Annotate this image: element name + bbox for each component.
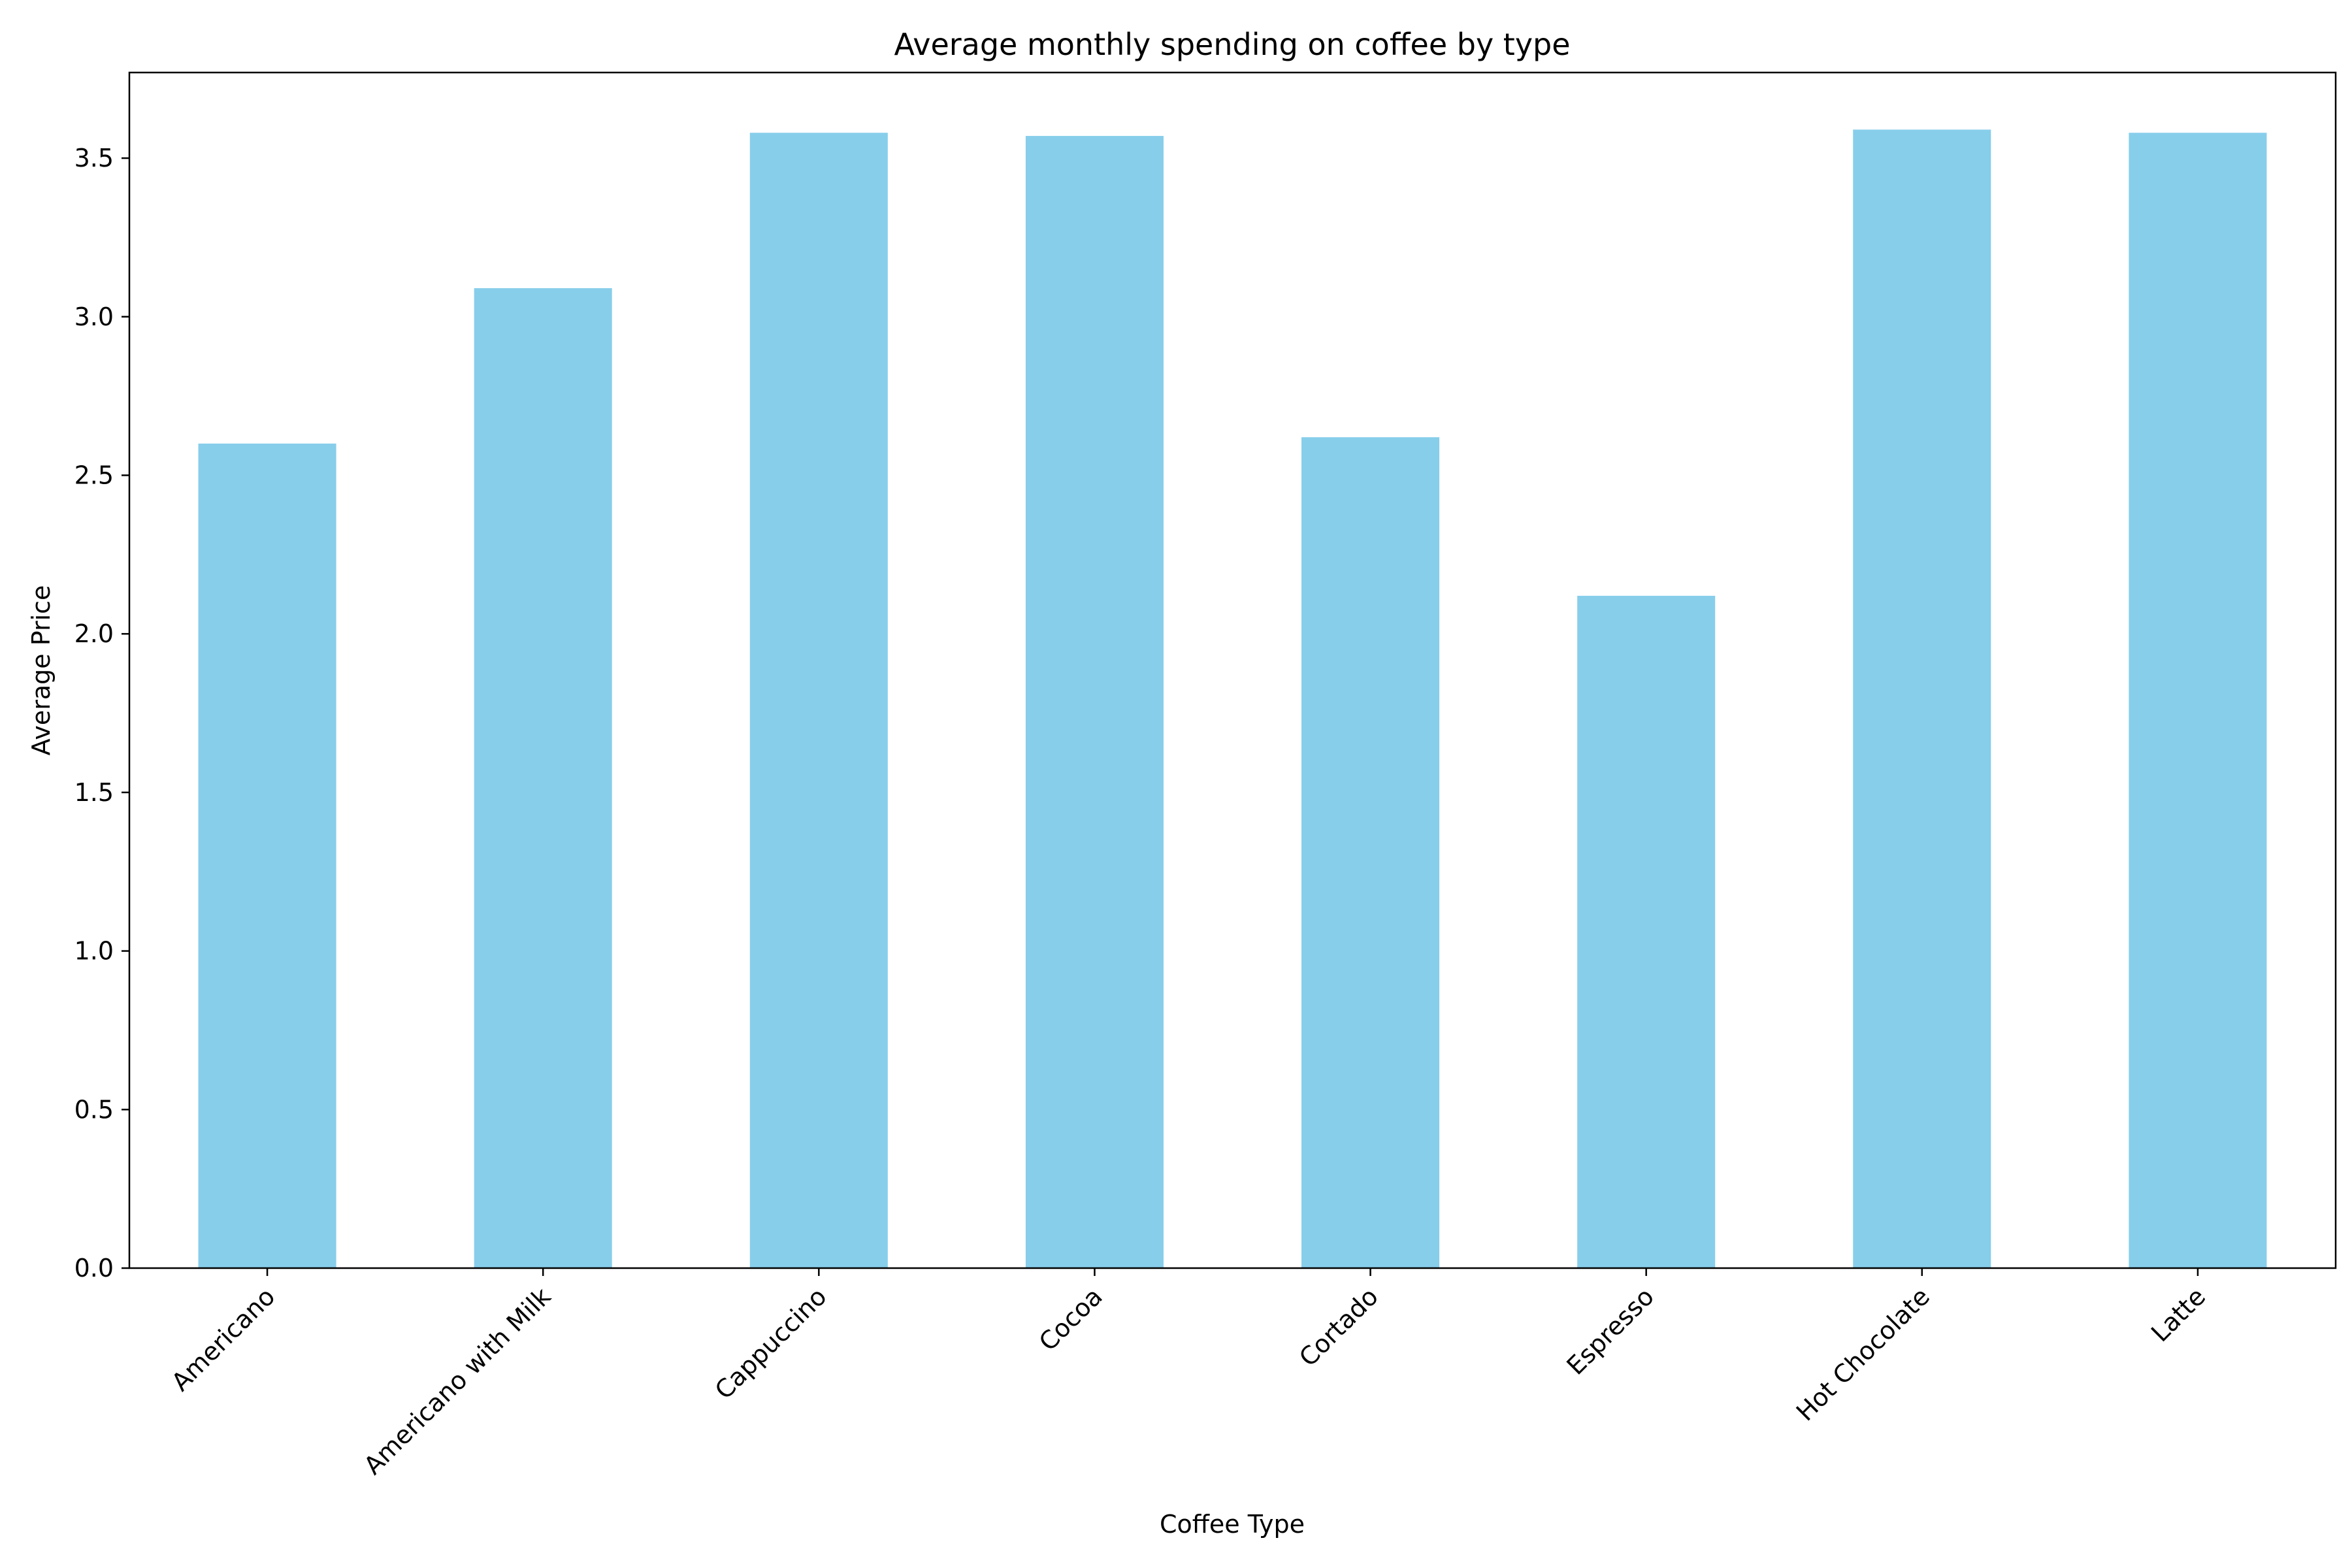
chart-title: Average monthly spending on coffee by ty… [894,27,1570,62]
y-tick-label: 0.5 [74,1095,114,1124]
x-tick-label-cappuccino: Cappuccino [710,1282,832,1405]
x-tick-label-cocoa: Cocoa [1034,1282,1108,1356]
x-tick-label-americano-with-milk: Americano with Milk [358,1282,556,1480]
bar-cappuccino [749,133,888,1268]
y-tick-label: 3.5 [74,144,114,172]
y-axis: 0.0 0.5 1.0 1.5 2.0 2.5 3.0 3.5 [74,144,129,1282]
bar-americano-with-milk [474,288,612,1268]
y-tick-label: 1.5 [74,778,114,807]
y-tick-label: 1.0 [74,937,114,966]
bar-espresso [1577,595,1716,1268]
x-tick-label-hot-chocolate: Hot Chocolate [1791,1282,1935,1426]
bar-latte [2129,133,2267,1268]
plot-frame [128,71,2337,1269]
y-tick-label: 3.0 [74,302,114,331]
x-axis: Americano Americano with Milk Cappuccino Co… [166,1268,2211,1480]
x-tick-label-latte: Latte [2146,1282,2211,1347]
bars-group [198,129,2267,1268]
x-tick-label-cortado: Cortado [1294,1282,1384,1372]
x-axis-label: Coffee Type [1160,1510,1305,1539]
x-tick-label-espresso: Espresso [1561,1282,1659,1380]
bar-hot-chocolate [1853,129,1991,1268]
y-tick-label: 2.5 [74,461,114,489]
bar-cortado [1301,437,1440,1268]
bar-americano [198,443,336,1268]
y-axis-label: Average Price [27,585,56,756]
y-tick-label: 0.0 [74,1254,114,1282]
y-tick-label: 2.0 [74,619,114,648]
bar-cocoa [1025,136,1164,1268]
x-tick-label-americano: Americano [166,1282,280,1396]
